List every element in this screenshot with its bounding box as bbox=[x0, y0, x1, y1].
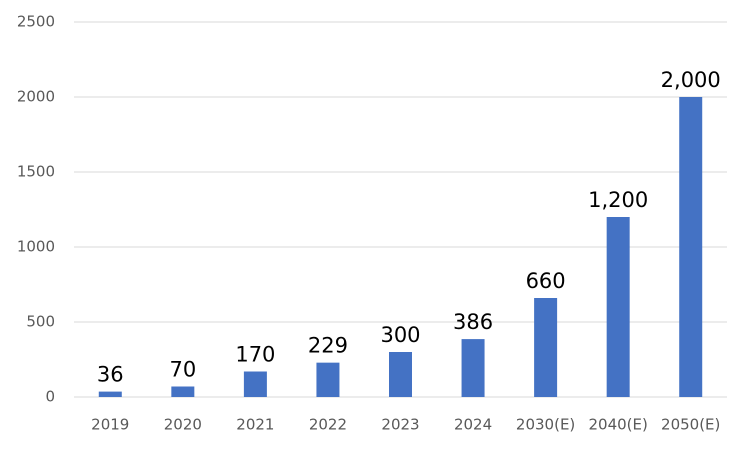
x-tick-label: 2019 bbox=[91, 416, 129, 434]
y-tick-label: 0 bbox=[45, 388, 55, 406]
value-label: 660 bbox=[526, 269, 566, 293]
y-tick-label: 1000 bbox=[17, 238, 55, 256]
value-label: 2,000 bbox=[661, 68, 721, 92]
bar bbox=[606, 217, 630, 397]
value-label: 36 bbox=[97, 363, 124, 387]
bar bbox=[461, 339, 485, 397]
y-tick-label: 500 bbox=[26, 313, 55, 331]
value-label: 170 bbox=[235, 343, 275, 367]
x-tick-label: 2050(E) bbox=[661, 416, 720, 434]
bar bbox=[171, 386, 195, 397]
x-tick-label: 2024 bbox=[454, 416, 492, 434]
y-tick-label: 2500 bbox=[17, 13, 55, 31]
value-label: 229 bbox=[308, 334, 348, 358]
value-label: 70 bbox=[169, 358, 196, 382]
bar bbox=[316, 362, 340, 397]
x-tick-label: 2023 bbox=[381, 416, 419, 434]
value-label: 1,200 bbox=[588, 188, 648, 212]
y-tick-label: 1500 bbox=[17, 163, 55, 181]
bar bbox=[534, 298, 558, 397]
value-label: 386 bbox=[453, 310, 493, 334]
x-tick-label: 2022 bbox=[309, 416, 347, 434]
bar bbox=[98, 391, 122, 397]
bar bbox=[243, 371, 267, 397]
x-tick-label: 2021 bbox=[236, 416, 274, 434]
x-tick-label: 2030(E) bbox=[516, 416, 575, 434]
x-tick-label: 2020 bbox=[164, 416, 202, 434]
x-tick-label: 2040(E) bbox=[588, 416, 647, 434]
bar bbox=[389, 352, 412, 397]
y-tick-label: 2000 bbox=[17, 88, 55, 106]
bar bbox=[679, 97, 703, 397]
value-label: 300 bbox=[380, 323, 420, 347]
